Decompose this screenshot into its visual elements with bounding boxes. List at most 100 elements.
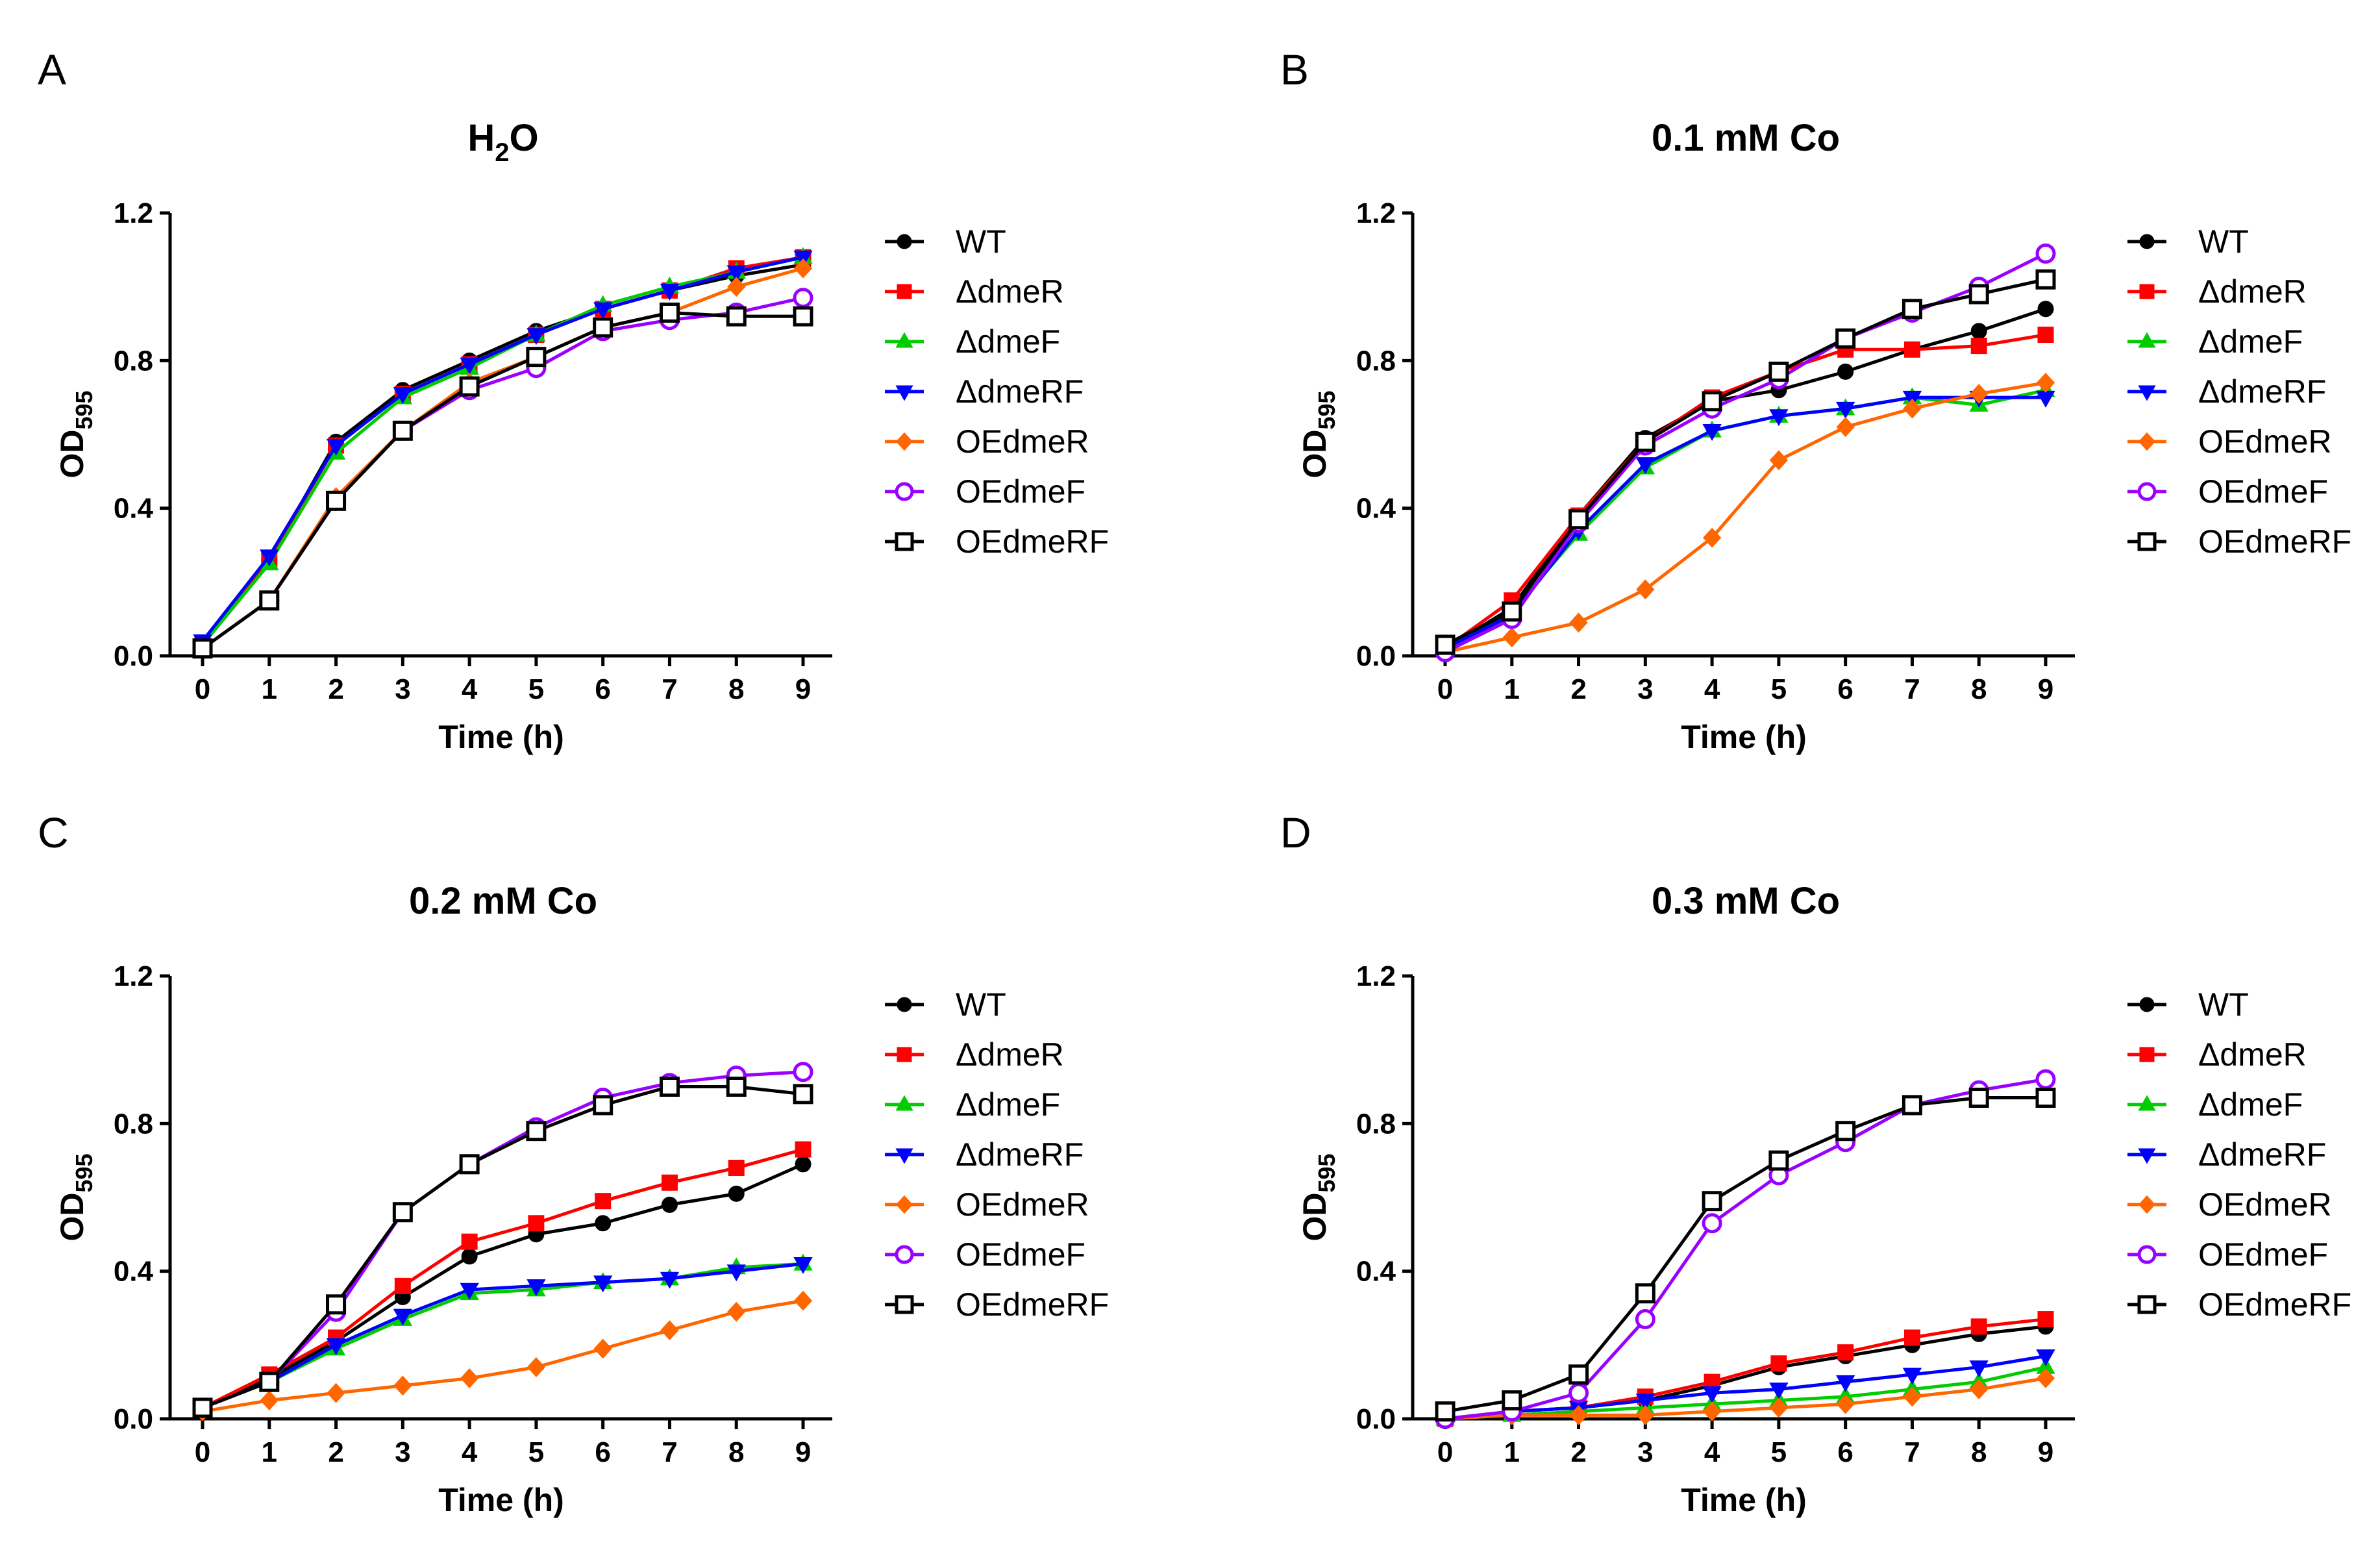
data-point bbox=[1702, 424, 1722, 442]
legend-item: OEdmeRF bbox=[2127, 1286, 2351, 1323]
legend: WT ΔdmeR ΔdmeF ΔdmeRF OEdmeR OEdmeF OEdmeRF bbox=[885, 223, 1109, 560]
chart-panel-a: A H2O 0.0 0.4 0.8 1.2 0 1 2 3 4 5 6 7 8 9 Time (h) OD595 W… bbox=[38, 45, 1109, 755]
legend-marker bbox=[2137, 1295, 2157, 1314]
series-line bbox=[1444, 307, 2046, 650]
legend-marker bbox=[895, 1195, 913, 1214]
legend-marker bbox=[2138, 385, 2156, 401]
series-line bbox=[1444, 333, 2046, 650]
y-tick-label: 1.2 bbox=[1356, 960, 1396, 992]
series-line bbox=[202, 1299, 804, 1414]
series-OEdmeRF bbox=[192, 1077, 813, 1418]
legend-label: WT bbox=[956, 986, 1006, 1023]
legend-marker bbox=[2139, 284, 2155, 299]
data-point bbox=[259, 590, 280, 611]
data-point bbox=[526, 1121, 547, 1142]
x-axis-label: Time (h) bbox=[438, 1482, 564, 1518]
data-point bbox=[1702, 1386, 1722, 1403]
data-point bbox=[1903, 398, 1922, 419]
x-axis-label: Time (h) bbox=[1681, 1482, 1807, 1518]
legend-label: ΔdmeRF bbox=[2198, 373, 2326, 410]
data-point bbox=[192, 638, 213, 659]
legend-label: OEdmeR bbox=[2198, 423, 2332, 460]
x-tick-label: 8 bbox=[728, 1436, 744, 1468]
data-point bbox=[661, 1174, 678, 1191]
data-point bbox=[1702, 527, 1722, 548]
data-point bbox=[326, 1294, 347, 1315]
legend-label: WT bbox=[2198, 223, 2249, 260]
y-tick-label: 0.4 bbox=[1356, 1256, 1396, 1288]
data-point bbox=[259, 1371, 280, 1392]
legend-label: ΔdmeRF bbox=[2198, 1136, 2326, 1173]
legend-label: OEdmeRF bbox=[956, 1286, 1109, 1323]
data-point bbox=[394, 1277, 411, 1294]
legend: WT ΔdmeR ΔdmeF ΔdmeRF OEdmeR OEdmeF OEdmeRF bbox=[2127, 223, 2351, 560]
legend-item: OEdmeF bbox=[2127, 1236, 2328, 1273]
series-ΔdmeR bbox=[1437, 327, 2054, 657]
legend-item: OEdmeR bbox=[2127, 1186, 2332, 1223]
data-point bbox=[1836, 1394, 1855, 1414]
y-axis-label: OD595 bbox=[1296, 1153, 1340, 1241]
legend-marker bbox=[2137, 1245, 2157, 1264]
legend-item: OEdmeRF bbox=[885, 1286, 1109, 1323]
legend-label: OEdmeF bbox=[956, 473, 1085, 510]
data-point bbox=[1635, 1283, 1655, 1304]
chart-panel-b: B 0.1 mM Co 0.0 0.4 0.8 1.2 0 1 2 3 4 5 6 7 8 9 Time (h)… bbox=[1280, 45, 2351, 755]
x-tick-label: 2 bbox=[1570, 673, 1586, 705]
data-point bbox=[793, 1290, 813, 1311]
series-line bbox=[1444, 395, 2046, 650]
data-point bbox=[2035, 269, 2056, 290]
y-tick-label: 0.4 bbox=[114, 493, 154, 525]
y-tick-label: 0.0 bbox=[1356, 640, 1396, 672]
data-point bbox=[795, 1156, 812, 1173]
legend-label: OEdmeR bbox=[2198, 1186, 2332, 1223]
data-point bbox=[1903, 1329, 1920, 1346]
legend-item: ΔdmeF bbox=[2127, 1086, 2303, 1123]
panel-letter: C bbox=[38, 808, 69, 856]
data-point bbox=[1837, 1344, 1854, 1361]
data-point bbox=[1569, 612, 1588, 633]
chart-title: 0.1 mM Co bbox=[1652, 117, 1840, 159]
data-point bbox=[793, 306, 813, 327]
data-point bbox=[326, 438, 346, 456]
x-tick-label: 0 bbox=[1437, 673, 1453, 705]
x-tick-label: 5 bbox=[528, 673, 544, 705]
data-point bbox=[593, 1095, 614, 1116]
data-point bbox=[326, 490, 347, 511]
data-point bbox=[1835, 1375, 1855, 1392]
data-point bbox=[1769, 1382, 1789, 1400]
legend-item: ΔdmeF bbox=[2127, 323, 2303, 360]
legend-label: OEdmeR bbox=[956, 1186, 1089, 1223]
x-tick-label: 4 bbox=[1704, 1436, 1720, 1468]
data-point bbox=[1837, 363, 1854, 380]
y-tick-label: 0.0 bbox=[1356, 1403, 1396, 1435]
x-tick-label: 5 bbox=[1771, 1436, 1787, 1468]
data-point bbox=[727, 277, 746, 297]
legend-item: OEdmeRF bbox=[885, 523, 1109, 560]
data-point bbox=[1835, 328, 1856, 349]
y-tick-label: 0.4 bbox=[114, 1256, 154, 1288]
series-line bbox=[202, 1085, 804, 1410]
legend-label: ΔdmeF bbox=[956, 1086, 1060, 1123]
data-point bbox=[2036, 1349, 2055, 1367]
data-point bbox=[1769, 1397, 1789, 1418]
data-point bbox=[660, 284, 680, 301]
chart-title: 0.3 mM Co bbox=[1652, 880, 1840, 922]
data-point bbox=[1702, 1213, 1722, 1234]
data-point bbox=[459, 1154, 480, 1175]
data-point bbox=[1635, 431, 1655, 452]
series-line bbox=[201, 310, 803, 650]
data-point bbox=[2037, 327, 2054, 344]
series-OEdmeF bbox=[1435, 244, 2056, 662]
legend: WT ΔdmeR ΔdmeF ΔdmeRF OEdmeR OEdmeF OEdmeRF bbox=[885, 986, 1109, 1323]
legend-item: ΔdmeF bbox=[885, 323, 1060, 360]
series-line bbox=[201, 1147, 804, 1410]
x-tick-label: 6 bbox=[1837, 673, 1853, 705]
data-point bbox=[660, 1320, 679, 1341]
series-line bbox=[1444, 252, 2047, 654]
x-tick-label: 0 bbox=[195, 1436, 210, 1468]
chart-panel-d: D 0.3 mM Co 0.0 0.4 0.8 1.2 0 1 2 3 4 5 6 7 8 9 Time (h)… bbox=[1280, 808, 2351, 1518]
data-point bbox=[2036, 1368, 2055, 1388]
legend-label: ΔdmeF bbox=[2198, 323, 2303, 360]
data-point bbox=[1568, 1382, 1589, 1403]
series-line bbox=[1444, 388, 2046, 650]
